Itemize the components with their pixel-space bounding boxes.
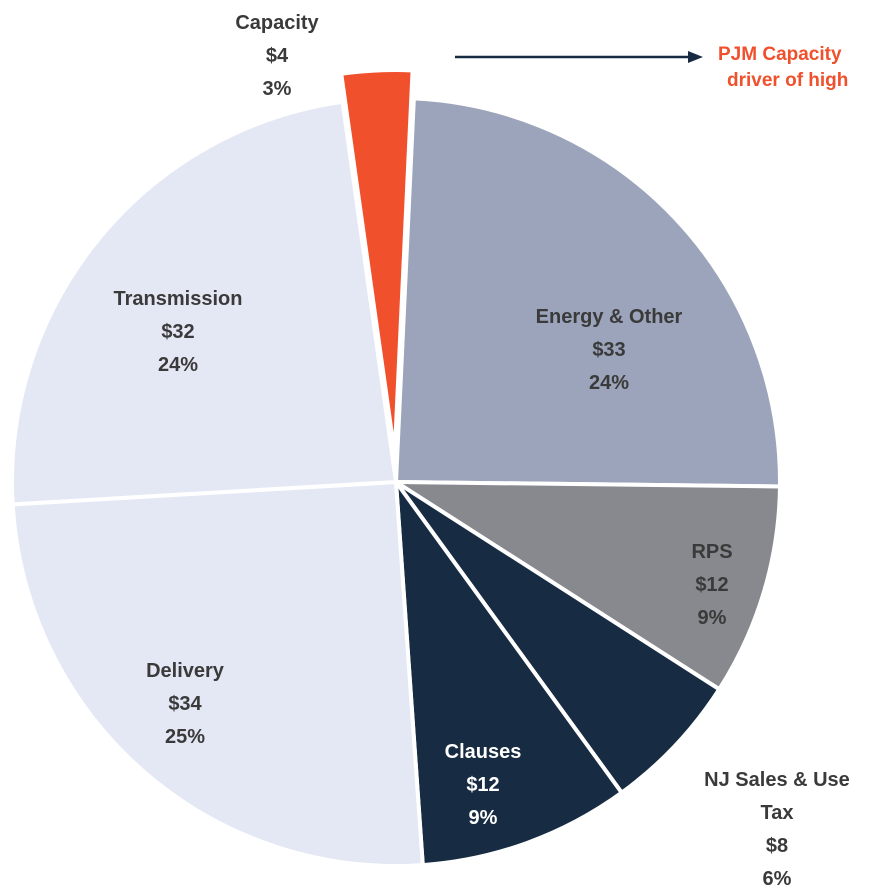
percent-label: 25%	[164, 726, 206, 748]
value-label: $32	[161, 321, 195, 343]
pie-slice	[338, 68, 415, 455]
slice-label: Capacity $4 3%	[207, 7, 347, 106]
category-label: NJ Sales & Use Tax	[704, 769, 850, 824]
slice-label: Clauses $12 9%	[413, 736, 553, 835]
slice-label: RPS $12 9%	[652, 536, 772, 635]
pie-slice	[393, 96, 782, 489]
slice-label: NJ Sales & Use Tax $8 6%	[695, 764, 860, 892]
pie-slice	[10, 99, 399, 507]
slice-label: Transmission $32 24%	[78, 283, 278, 382]
value-label: $34	[168, 693, 202, 715]
percent-label: 3%	[262, 78, 292, 100]
percent-label: 24%	[157, 354, 199, 376]
category-label: Capacity	[235, 12, 319, 34]
category-label: Transmission	[113, 288, 243, 310]
pie-slice	[389, 479, 782, 693]
percent-label: 9%	[697, 607, 727, 629]
arrow-head	[688, 51, 703, 63]
category-label: RPS	[691, 541, 733, 563]
slice-label: Delivery $34 25%	[110, 655, 260, 754]
category-label: Energy & Other	[535, 306, 683, 328]
percent-label: 24%	[588, 372, 630, 394]
annotation: PJM Capacity driver of high	[718, 42, 848, 94]
slice-label: Energy & Other $33 24%	[489, 301, 729, 400]
annotation-line: driver of high	[727, 70, 849, 91]
value-label: $12	[466, 774, 500, 796]
value-label: $8	[765, 835, 789, 857]
value-label: $4	[265, 45, 289, 67]
percent-label: 9%	[468, 807, 498, 829]
annotation-line: PJM Capacity	[718, 44, 842, 65]
value-label: $33	[592, 339, 626, 361]
category-label: Delivery	[146, 660, 224, 682]
pie-slice	[393, 475, 625, 868]
value-label: $12	[695, 574, 729, 596]
category-label: Clauses	[444, 741, 522, 763]
percent-label: 6%	[762, 868, 792, 890]
pie-slice	[10, 479, 425, 868]
pie-slice	[394, 480, 723, 796]
